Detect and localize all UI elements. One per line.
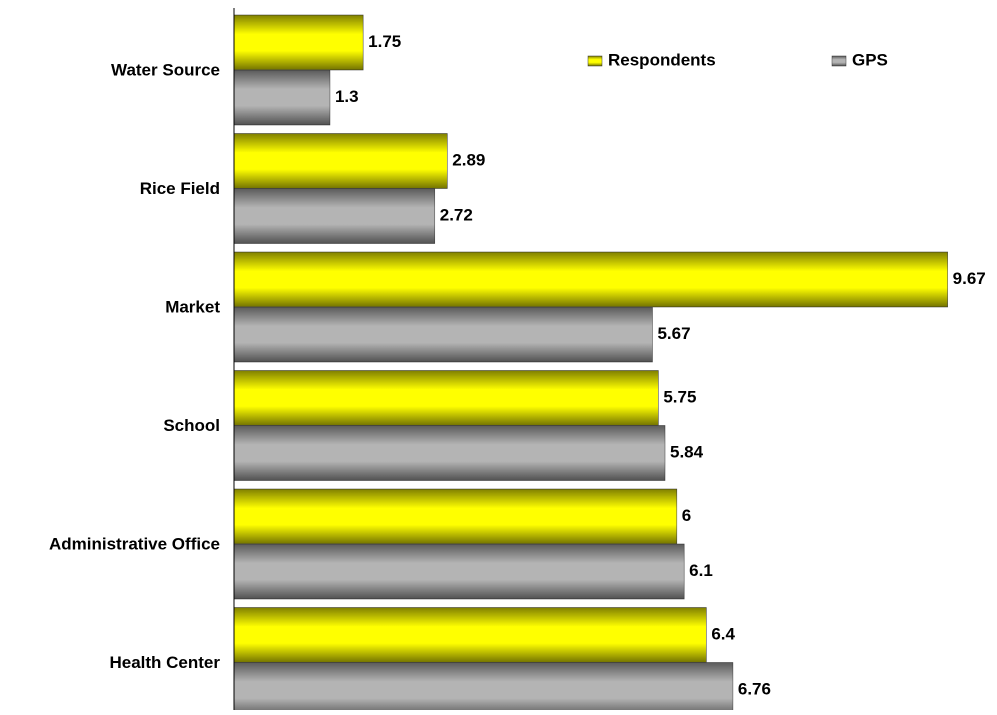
category-label: Water Source (111, 60, 220, 79)
legend-label: GPS (852, 50, 888, 69)
bar (233, 662, 734, 715)
value-label: 5.75 (663, 387, 696, 406)
value-label: 1.75 (368, 32, 401, 51)
bar (233, 14, 364, 71)
bar (233, 251, 948, 308)
category-label: School (163, 416, 220, 435)
value-label: 5.84 (670, 442, 704, 461)
value-label: 1.3 (335, 87, 359, 106)
value-label: 6.76 (738, 679, 771, 698)
value-label: 5.67 (657, 324, 690, 343)
category-label: Administrative Office (49, 534, 220, 553)
legend-label: Respondents (608, 50, 716, 69)
value-label: 6.4 (711, 624, 735, 643)
bar (233, 69, 331, 126)
category-label: Rice Field (140, 179, 220, 198)
value-label: 9.67 (953, 269, 986, 288)
bar (233, 543, 685, 600)
category-label: Market (165, 297, 220, 316)
bar (233, 188, 436, 244)
bar (233, 370, 659, 426)
category-label: Health Center (109, 653, 220, 672)
bar (233, 306, 653, 363)
value-label: 2.89 (452, 150, 485, 169)
bar (233, 425, 666, 481)
value-label: 6.1 (689, 561, 713, 580)
bar (233, 488, 678, 545)
bar (233, 607, 707, 663)
legend-swatch-shade (588, 56, 602, 66)
value-label: 2.72 (440, 205, 473, 224)
legend-swatch-shade (832, 56, 846, 66)
bar (233, 133, 448, 189)
value-label: 6 (682, 506, 691, 525)
